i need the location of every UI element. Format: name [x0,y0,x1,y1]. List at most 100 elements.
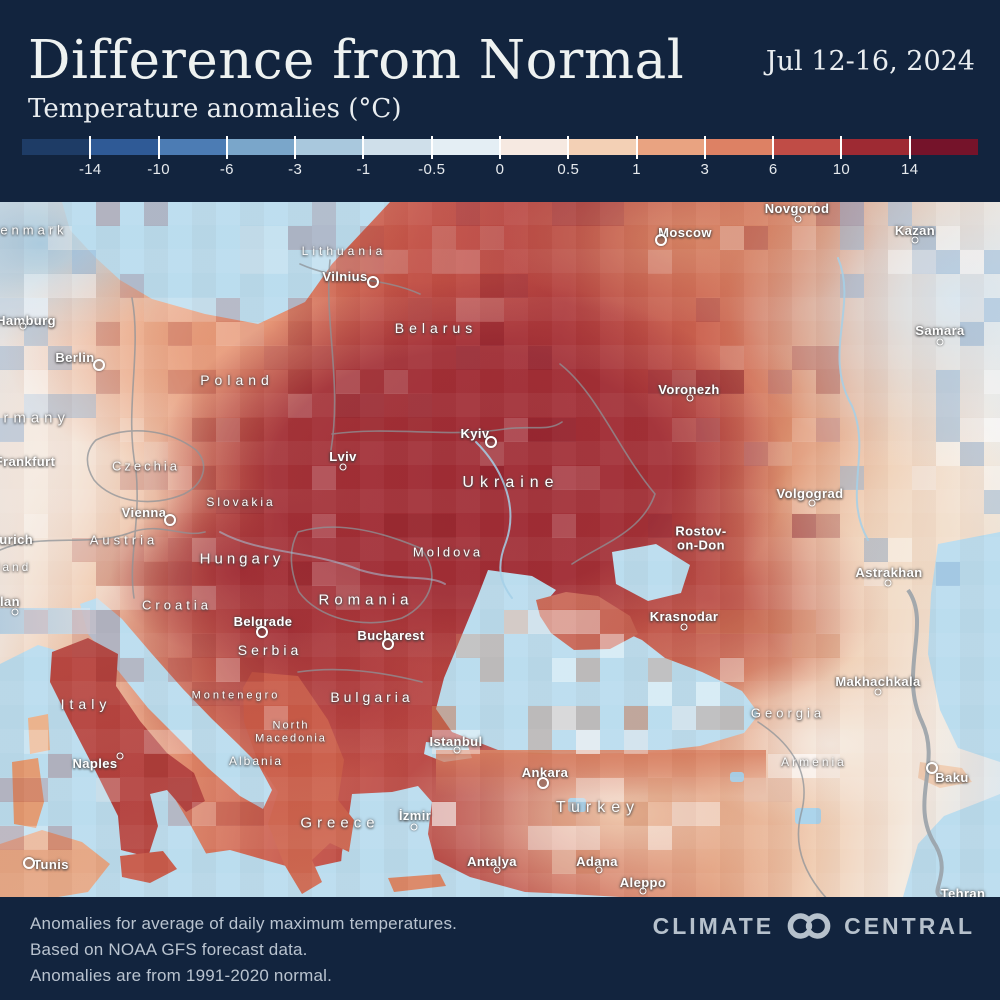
raster-patch [0,418,24,442]
raster-patch [288,370,312,394]
brand-word-climate: CLIMATE [652,912,775,939]
raster-patch [816,202,864,226]
raster-patch [696,370,744,394]
city-marker-icon [680,623,688,631]
city-marker-icon [367,276,379,288]
raster-patch [96,202,120,226]
subtitle: Temperature anomalies (°C) [28,94,402,124]
colorbar-segment [295,139,364,155]
city-marker-icon [485,436,497,448]
country-label: Czechia [112,458,180,474]
city-marker-icon [794,215,802,223]
raster-patch [720,226,744,250]
city-label: Belgrade [233,613,293,629]
raster-patch [0,298,48,322]
city-label: Novgorod [764,202,830,216]
raster-patch [912,250,960,274]
city-marker-icon [911,236,919,244]
raster-patch [0,826,24,850]
raster-patch [432,226,456,250]
raster-patch [0,826,48,850]
footer-note-line: Anomalies for average of daily maximum t… [30,914,458,933]
country-label: Armenia [781,755,847,770]
raster-patch [936,226,960,250]
country-label: Belarus [394,319,478,336]
raster-patch [96,586,120,610]
city-marker-icon [884,579,892,587]
colorbar-segment [363,139,432,155]
colorbar-segment [568,139,637,155]
city-marker-icon [926,762,938,774]
raster-patch [600,634,624,658]
city-marker-icon [116,752,124,760]
city-marker-icon [686,394,694,402]
raster-patch [96,322,120,346]
country-label: Turkey [555,798,641,816]
colorbar-segment [499,139,569,155]
raster-grid-overlay [0,202,1000,897]
city-label: Naples [72,755,118,771]
raster-patch [648,514,672,538]
climate-central-logo: CLIMATE CENTRAL [653,911,975,941]
raster-patch [888,538,912,562]
country-label: Romania [318,591,414,609]
city-label: Kazan [894,222,936,238]
raster-patch [72,250,96,274]
raster-patch [768,370,792,394]
city-label: ilan [0,593,20,609]
raster-patch [936,370,960,394]
city-label: Makhachkala [835,673,921,689]
raster-patch [288,226,336,250]
city-label: Vienna [121,504,167,520]
raster-patch [672,802,720,826]
raster-patch [408,298,432,322]
country-label: Bulgaria [330,688,414,705]
city-label: Frankfurt [0,453,56,469]
country-label: Croatia [142,597,212,613]
raster-patch [48,394,72,418]
raster-patch [984,466,1000,490]
colorbar-segment [22,139,91,155]
raster-patch [432,802,456,826]
raster-patch [48,226,72,250]
raster-patch [792,514,816,538]
raster-patch [648,778,672,802]
raster-patch [336,394,384,418]
colorbar-tick [635,136,638,159]
raster-patch [96,778,120,802]
corsica-island [28,714,50,754]
raster-patch [768,754,816,778]
raster-patch [192,538,216,562]
raster-patch [216,418,264,442]
city-label: Vilnius [322,268,368,284]
raster-patch [528,706,552,730]
raster-patch [912,466,936,490]
city-marker-icon [19,322,27,330]
raster-patch [792,418,816,442]
colorbar-segment [841,139,910,155]
raster-patch [24,394,48,418]
raster-patch [672,370,696,394]
raster-patch [672,706,696,730]
brand-word-central: CENTRAL [844,912,975,939]
raster-patch [456,250,480,274]
colorbar-tick [225,136,228,159]
raster-patch [480,298,504,322]
raster-patch [960,250,984,274]
raster-patch [816,418,840,442]
colorbar-tick [294,136,297,159]
country-label: Georgia [750,705,826,721]
raster-patch [720,706,744,730]
raster-patch [192,682,240,706]
raster-patch [456,346,480,370]
colorbar-tick-label: -14 [78,161,102,178]
raster-patch [984,490,1000,514]
raster-patch [24,322,48,346]
raster-patch [840,226,864,250]
raster-patch [936,394,960,418]
raster-patch [744,778,792,802]
city-label: İzmir [398,807,432,823]
colorbar-segment [773,139,842,155]
raster-patch [480,226,504,250]
raster-patch [0,778,48,802]
